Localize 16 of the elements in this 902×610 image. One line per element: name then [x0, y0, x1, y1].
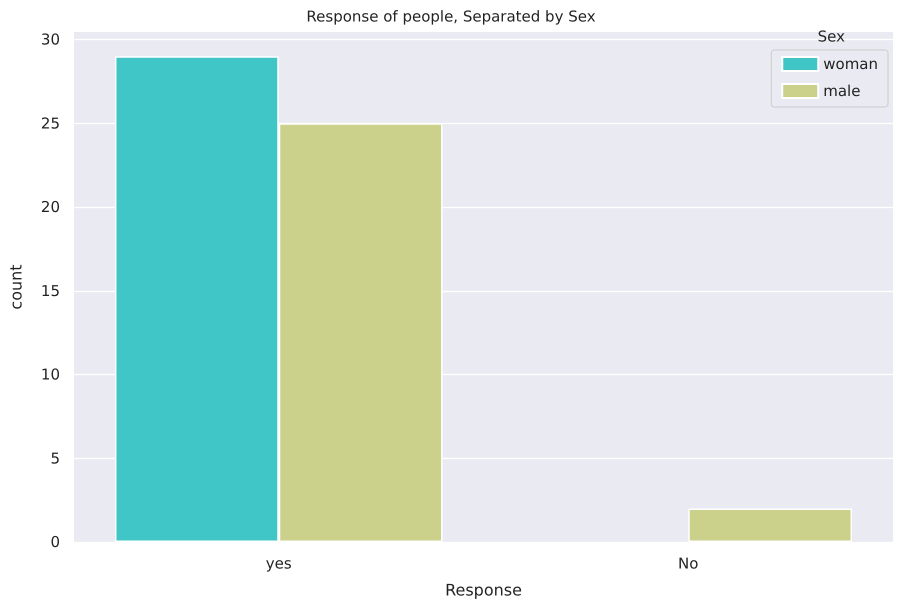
y-tick-label: 15 — [40, 282, 60, 300]
legend-label: woman — [823, 55, 878, 73]
legend-label: male — [823, 82, 860, 100]
y-tick-label: 20 — [40, 198, 60, 216]
x-tick-label: yes — [266, 554, 292, 572]
y-tick-label: 25 — [40, 114, 60, 132]
x-axis-title: Response — [445, 580, 522, 600]
y-tick-label: 0 — [50, 533, 60, 551]
x-tick-label: No — [678, 554, 698, 572]
legend-title: Sex — [818, 28, 846, 46]
y-tick-label: 5 — [50, 449, 60, 468]
chart-title: Response of people, Separated by Sex — [306, 8, 596, 26]
y-tick-label: 10 — [40, 366, 60, 384]
bar — [688, 508, 852, 542]
y-axis-title: count — [6, 264, 26, 310]
y-tick-label: 30 — [40, 30, 60, 49]
